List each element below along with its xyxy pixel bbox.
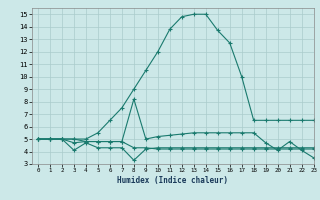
X-axis label: Humidex (Indice chaleur): Humidex (Indice chaleur) [117, 176, 228, 185]
